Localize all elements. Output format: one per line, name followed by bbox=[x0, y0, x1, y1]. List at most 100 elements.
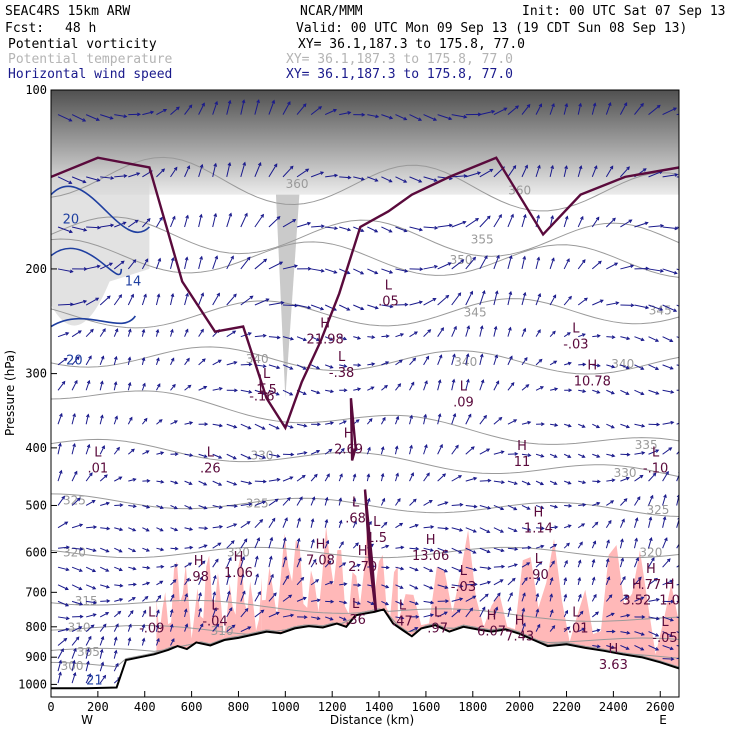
wind-arrow bbox=[170, 527, 179, 532]
wind-arrow bbox=[339, 388, 348, 393]
wind-arrow-head bbox=[313, 473, 318, 478]
wind-arrow bbox=[86, 225, 102, 230]
wind-arrow bbox=[395, 497, 401, 506]
pv-low-marker: L.68 bbox=[345, 496, 366, 527]
wind-arrow-shaft bbox=[141, 383, 146, 391]
wind-arrow-head bbox=[611, 478, 616, 483]
wind-arrow-head bbox=[276, 477, 281, 482]
wind-arrow-head bbox=[68, 180, 73, 184]
wind-arrow-shaft bbox=[563, 296, 572, 306]
wind-arrow bbox=[423, 413, 428, 425]
wind-arrow bbox=[409, 381, 415, 391]
wind-arrow bbox=[451, 292, 462, 306]
wind-arrow-shaft bbox=[128, 583, 136, 586]
wind-arrow-head bbox=[388, 178, 393, 183]
wind-arrow bbox=[381, 584, 390, 589]
wind-arrow bbox=[99, 566, 110, 572]
wind-arrow-shaft bbox=[310, 336, 320, 341]
wind-arrow bbox=[605, 558, 610, 568]
wind-arrow-head bbox=[276, 365, 281, 370]
speed-label: 20 bbox=[63, 212, 80, 227]
wind-arrow-shaft bbox=[535, 577, 540, 586]
wind-arrow bbox=[71, 330, 82, 338]
wind-arrow-head bbox=[429, 613, 435, 618]
wind-arrow-shaft bbox=[338, 448, 345, 455]
wind-arrow-head bbox=[248, 481, 253, 485]
wind-arrow bbox=[142, 595, 149, 602]
wind-arrow bbox=[282, 336, 295, 341]
wind-arrow-head bbox=[625, 365, 630, 370]
wind-arrow-head bbox=[567, 481, 572, 485]
wind-arrow bbox=[184, 527, 194, 531]
wind-arrow-shaft bbox=[57, 521, 68, 529]
wind-arrow-shaft bbox=[662, 447, 672, 455]
wind-arrow-head bbox=[594, 521, 599, 526]
wind-arrow-head bbox=[170, 593, 175, 598]
wind-vectors bbox=[57, 99, 688, 684]
wind-arrow-head bbox=[685, 389, 688, 392]
wind-arrow-head bbox=[85, 413, 90, 418]
wind-arrow-head bbox=[415, 614, 420, 619]
wind-arrow-shaft bbox=[549, 504, 558, 508]
wind-arrow-shaft bbox=[662, 107, 677, 116]
wind-arrow-shaft bbox=[409, 382, 415, 391]
wind-arrow-shaft bbox=[606, 302, 619, 306]
wind-arrow bbox=[662, 304, 678, 312]
wind-arrow-head bbox=[233, 482, 238, 486]
wind-arrow-head bbox=[659, 307, 664, 311]
wind-arrow-head bbox=[302, 103, 307, 108]
wind-arrow-shaft bbox=[226, 504, 237, 507]
wind-arrow bbox=[423, 225, 439, 230]
wind-arrow-shaft bbox=[226, 213, 232, 228]
wind-arrow-head bbox=[159, 580, 164, 585]
marker-value: .47 bbox=[392, 615, 413, 630]
wind-arrow-head bbox=[567, 423, 572, 428]
marker-letter: H bbox=[426, 533, 436, 548]
wind-arrow-head bbox=[128, 623, 132, 628]
wind-arrow bbox=[240, 538, 248, 549]
wind-arrow-head bbox=[58, 469, 63, 474]
wind-arrow bbox=[155, 609, 160, 618]
wind-arrow bbox=[170, 106, 180, 115]
wind-arrow-shaft bbox=[170, 527, 178, 531]
wind-arrow bbox=[591, 216, 600, 228]
wind-arrow bbox=[282, 497, 291, 506]
wind-arrow-head bbox=[316, 365, 321, 370]
wind-arrow-shaft bbox=[142, 547, 150, 552]
wind-arrow-shaft bbox=[648, 364, 659, 370]
wind-arrow-shaft bbox=[57, 381, 66, 391]
wind-arrow-shaft bbox=[170, 594, 175, 602]
wind-arrow-head bbox=[338, 497, 343, 502]
wind-arrow-head bbox=[65, 603, 70, 607]
wind-arrow bbox=[226, 453, 237, 460]
wind-arrow bbox=[521, 505, 531, 510]
wind-arrow-shaft bbox=[564, 504, 572, 507]
wind-arrow-shaft bbox=[381, 584, 389, 588]
wind-arrow-shaft bbox=[142, 566, 150, 569]
wind-arrow-head bbox=[626, 613, 631, 618]
wind-arrow-head bbox=[132, 527, 137, 532]
wind-arrow-shaft bbox=[648, 557, 655, 568]
theta-line bbox=[51, 346, 679, 375]
wind-arrow-shaft bbox=[367, 304, 379, 309]
wind-arrow-shaft bbox=[605, 576, 610, 586]
wind-arrow bbox=[310, 364, 321, 370]
wind-arrow-shaft bbox=[606, 644, 615, 649]
wind-arrow-head bbox=[475, 218, 480, 222]
wind-arrow bbox=[268, 592, 277, 602]
wind-arrow-head bbox=[469, 607, 474, 612]
wind-arrow bbox=[156, 383, 161, 391]
wind-arrow bbox=[381, 176, 393, 183]
wind-arrow-head bbox=[499, 579, 504, 583]
wind-arrow-head bbox=[550, 609, 554, 614]
wind-arrow-shaft bbox=[648, 389, 659, 395]
marker-letter: L bbox=[207, 445, 215, 460]
wind-arrow bbox=[521, 545, 532, 550]
wind-arrow-head bbox=[640, 391, 645, 396]
wind-arrow bbox=[493, 325, 498, 337]
wind-arrow-head bbox=[426, 472, 430, 477]
wind-arrow-head bbox=[305, 168, 310, 173]
wind-arrow-head bbox=[385, 584, 390, 589]
wind-arrow-head bbox=[118, 549, 123, 553]
wind-arrow-shaft bbox=[662, 658, 674, 660]
